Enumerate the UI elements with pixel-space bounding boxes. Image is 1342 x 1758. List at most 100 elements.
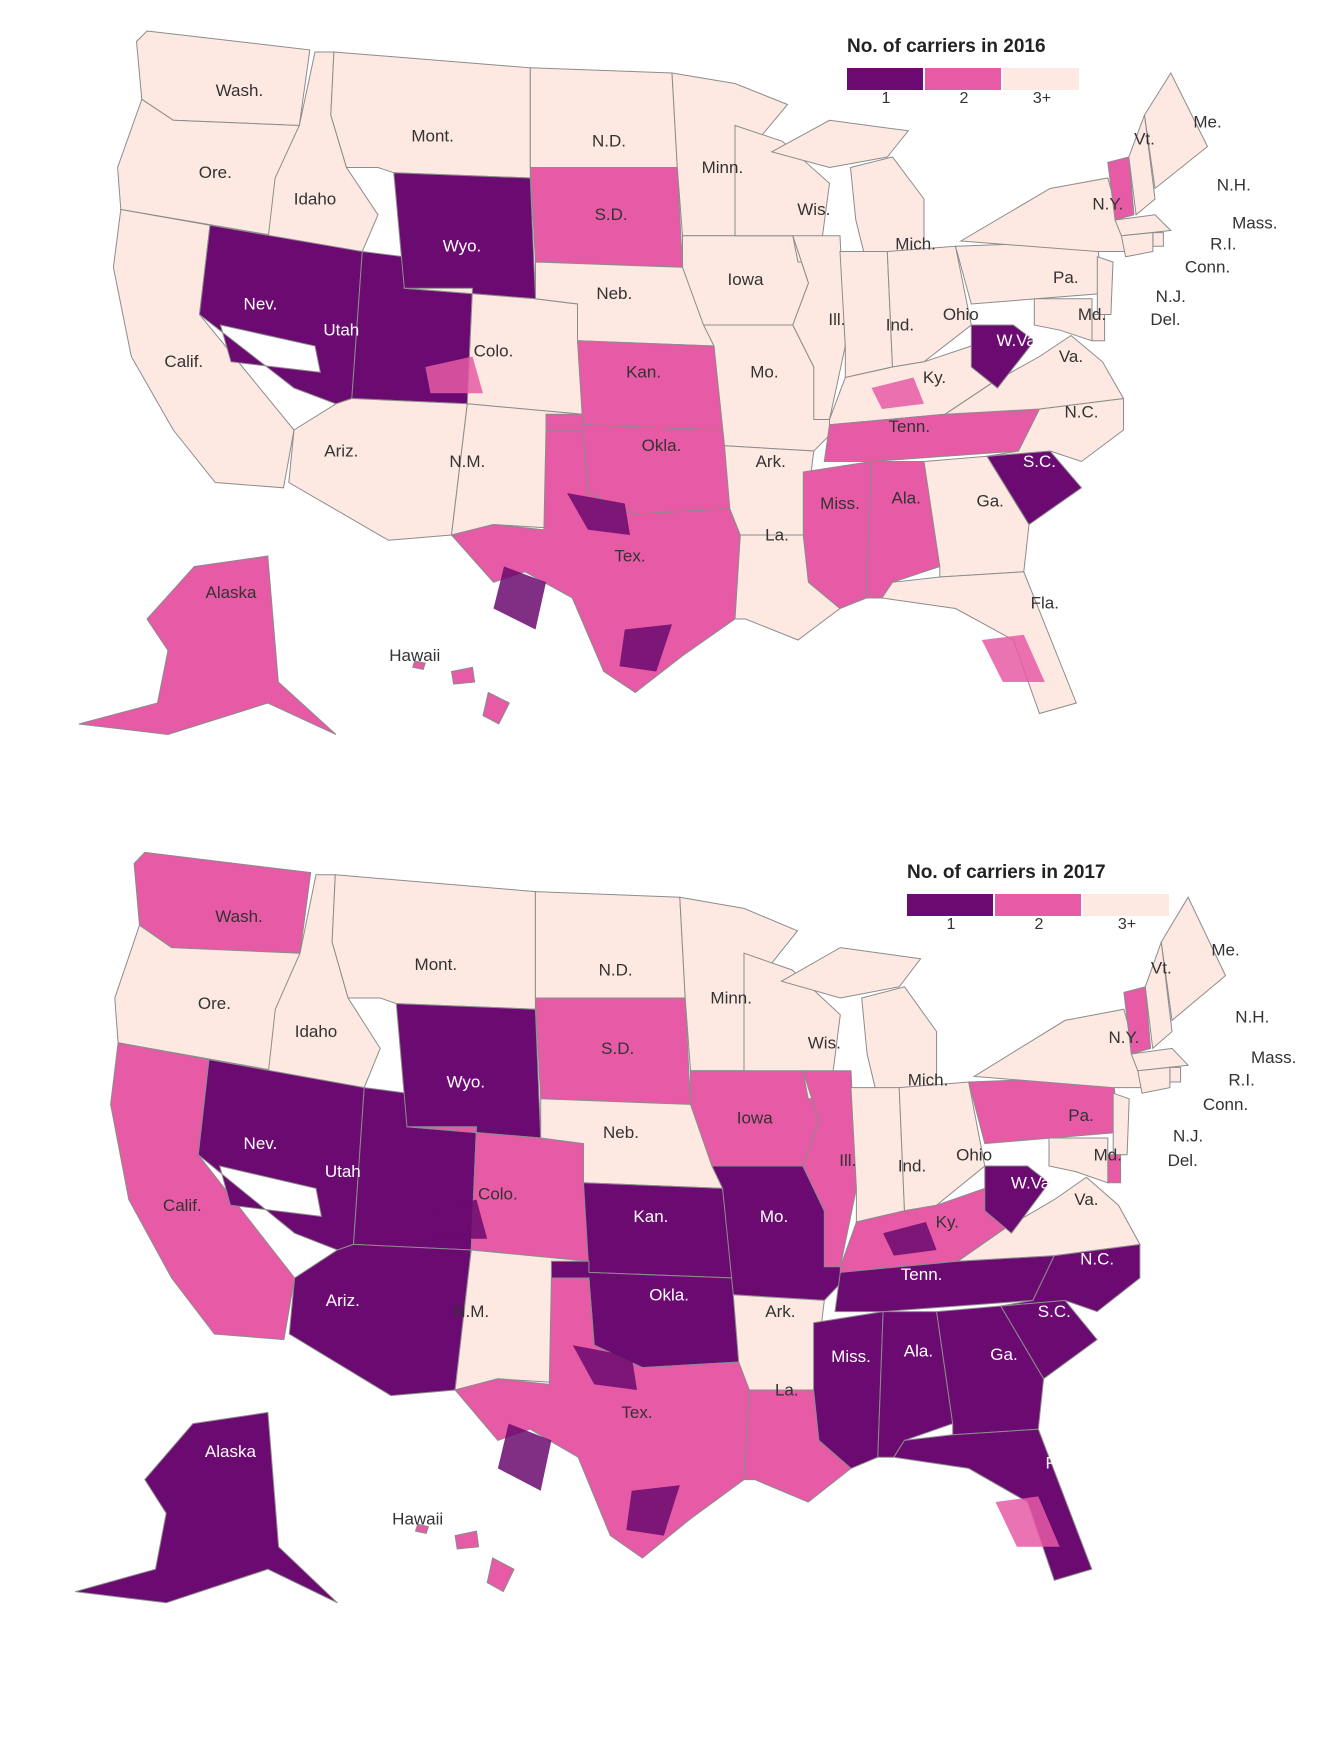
state-label-nc: N.C. — [1065, 402, 1099, 421]
legend-swatch-1 — [907, 894, 995, 916]
state-label-nd: N.D. — [599, 961, 633, 980]
county-patch-tx-0 — [572, 1345, 637, 1390]
state-shape-nh — [1128, 114, 1156, 216]
state-label-ca: Calif. — [163, 1196, 202, 1215]
legend-label-3plus: 3+ — [1032, 90, 1052, 107]
map-2016: Wash. Ore. Calif. Idaho Nev. Utah Ariz. Mont. Wy… — [0, 0, 1342, 760]
state-label-wi: Wis. — [797, 200, 830, 219]
legend-title: No. of carriers in 2016 — [847, 36, 1046, 57]
state-shape-ak — [78, 555, 337, 736]
state-label-ca: Calif. — [164, 352, 203, 371]
county-patch-ky-4 — [871, 377, 924, 409]
state-shape-mt — [331, 874, 536, 1010]
state-shape-hi1 — [454, 1530, 480, 1550]
state-label-nh: N.H. — [1235, 1008, 1269, 1027]
state-shape-ak — [75, 1411, 338, 1604]
state-shape-nd — [534, 891, 686, 999]
state-shape-ny — [959, 177, 1130, 252]
state-label-nv: Nev. — [244, 294, 278, 313]
state-label-va: Va. — [1074, 1190, 1098, 1209]
legend-2017: No. of carriers in 2017 1 2 3+ — [907, 862, 1171, 934]
state-label-nh: N.H. — [1217, 176, 1251, 195]
state-label-hi: Hawaii — [392, 1509, 443, 1528]
state-label-mi: Mich. — [895, 234, 936, 253]
state-label-ar: Ark. — [756, 452, 786, 471]
state-shape-oh — [898, 1081, 986, 1212]
state-label-ga: Ga. — [976, 492, 1003, 511]
county-patch-tx-2 — [626, 1485, 680, 1536]
state-label-ma: Mass. — [1232, 213, 1277, 232]
county-patch-tx-1 — [497, 1423, 552, 1491]
state-label-nc: N.C. — [1080, 1250, 1114, 1269]
state-label-pa: Pa. — [1053, 268, 1079, 287]
state-shape-mi2 — [770, 119, 910, 169]
legend-bar — [847, 68, 1081, 90]
legend-swatch-3plus — [1083, 894, 1171, 916]
state-label-va: Va. — [1059, 347, 1083, 366]
county-patch-fl-5 — [981, 634, 1045, 682]
state-label-or: Ore. — [199, 163, 232, 182]
state-shape-fl — [892, 1428, 1093, 1582]
state-label-la: La. — [765, 525, 789, 544]
state-label-nj: N.J. — [1173, 1126, 1203, 1145]
state-shape-nj — [1112, 1092, 1130, 1156]
state-label-co: Colo. — [474, 342, 514, 361]
state-label-ok: Okla. — [649, 1285, 689, 1304]
state-shape-ms — [802, 460, 873, 610]
state-label-ne: Neb. — [603, 1123, 639, 1142]
state-label-tn: Tenn. — [889, 417, 931, 436]
state-shape-md — [1033, 298, 1093, 342]
county-patch-ky-4 — [883, 1222, 937, 1256]
state-label-nv: Nev. — [244, 1134, 278, 1153]
state-label-ut: Utah — [323, 321, 359, 340]
state-shape-va — [956, 1176, 1141, 1262]
state-label-nm: N.M. — [449, 452, 485, 471]
county-patch-fl-5 — [995, 1496, 1060, 1547]
state-label-ok: Okla. — [642, 436, 682, 455]
state-shape-va — [943, 334, 1125, 415]
state-shape-hi1 — [450, 666, 476, 685]
county-patch-tx-0 — [567, 493, 630, 535]
state-shape-vt — [1123, 986, 1152, 1055]
state-label-il: Ill. — [828, 310, 845, 329]
state-shape-hi3 — [412, 660, 426, 670]
state-label-oh: Ohio — [956, 1145, 992, 1164]
state-label-wy: Wyo. — [447, 1073, 486, 1092]
state-shape-ct — [1120, 232, 1154, 258]
state-label-mo: Mo. — [750, 363, 778, 382]
state-label-mn: Minn. — [702, 158, 744, 177]
state-label-la: La. — [775, 1381, 799, 1400]
state-label-fl: Fla. — [1046, 1453, 1074, 1472]
state-shape-wa — [135, 30, 311, 127]
legend-bar — [907, 894, 1171, 916]
state-label-de: Del. — [1168, 1151, 1198, 1170]
state-label-in: Ind. — [898, 1157, 926, 1176]
legend-swatch-3plus — [1003, 68, 1081, 90]
legend-label-1: 1 — [946, 916, 956, 933]
county-patch-co-3 — [425, 356, 483, 394]
state-label-wv: W.Va. — [1011, 1173, 1055, 1192]
legend-2016: No. of carriers in 2016 1 2 3+ — [847, 36, 1081, 108]
state-label-or: Ore. — [198, 994, 231, 1013]
state-label-nj: N.J. — [1156, 287, 1186, 306]
state-label-wi: Wis. — [808, 1033, 841, 1052]
state-shape-nd — [529, 67, 678, 168]
state-shape-ma — [1114, 214, 1172, 237]
state-label-fl: Fla. — [1031, 594, 1059, 613]
state-shape-hi3 — [414, 1523, 430, 1534]
map-2017: Wash. Ore. Calif. Idaho Nev. Utah Ariz. Mont. Wy… — [0, 830, 1342, 1730]
state-label-ny: N.Y. — [1092, 195, 1123, 214]
state-label-ny: N.Y. — [1108, 1028, 1139, 1047]
state-label-ky: Ky. — [923, 368, 946, 387]
state-shape-nj — [1096, 256, 1114, 315]
state-shape-mt — [330, 51, 531, 179]
state-label-mt: Mont. — [415, 955, 458, 974]
state-shape-wv — [970, 324, 1036, 389]
state-label-ks: Kan. — [626, 363, 661, 382]
state-label-de: Del. — [1150, 310, 1180, 329]
state-label-sd: S.D. — [601, 1039, 634, 1058]
state-shape-az — [288, 397, 468, 541]
state-label-ak: Alaska — [205, 1442, 257, 1461]
state-shape-wy — [395, 1003, 542, 1139]
state-shape-az — [288, 1243, 472, 1397]
